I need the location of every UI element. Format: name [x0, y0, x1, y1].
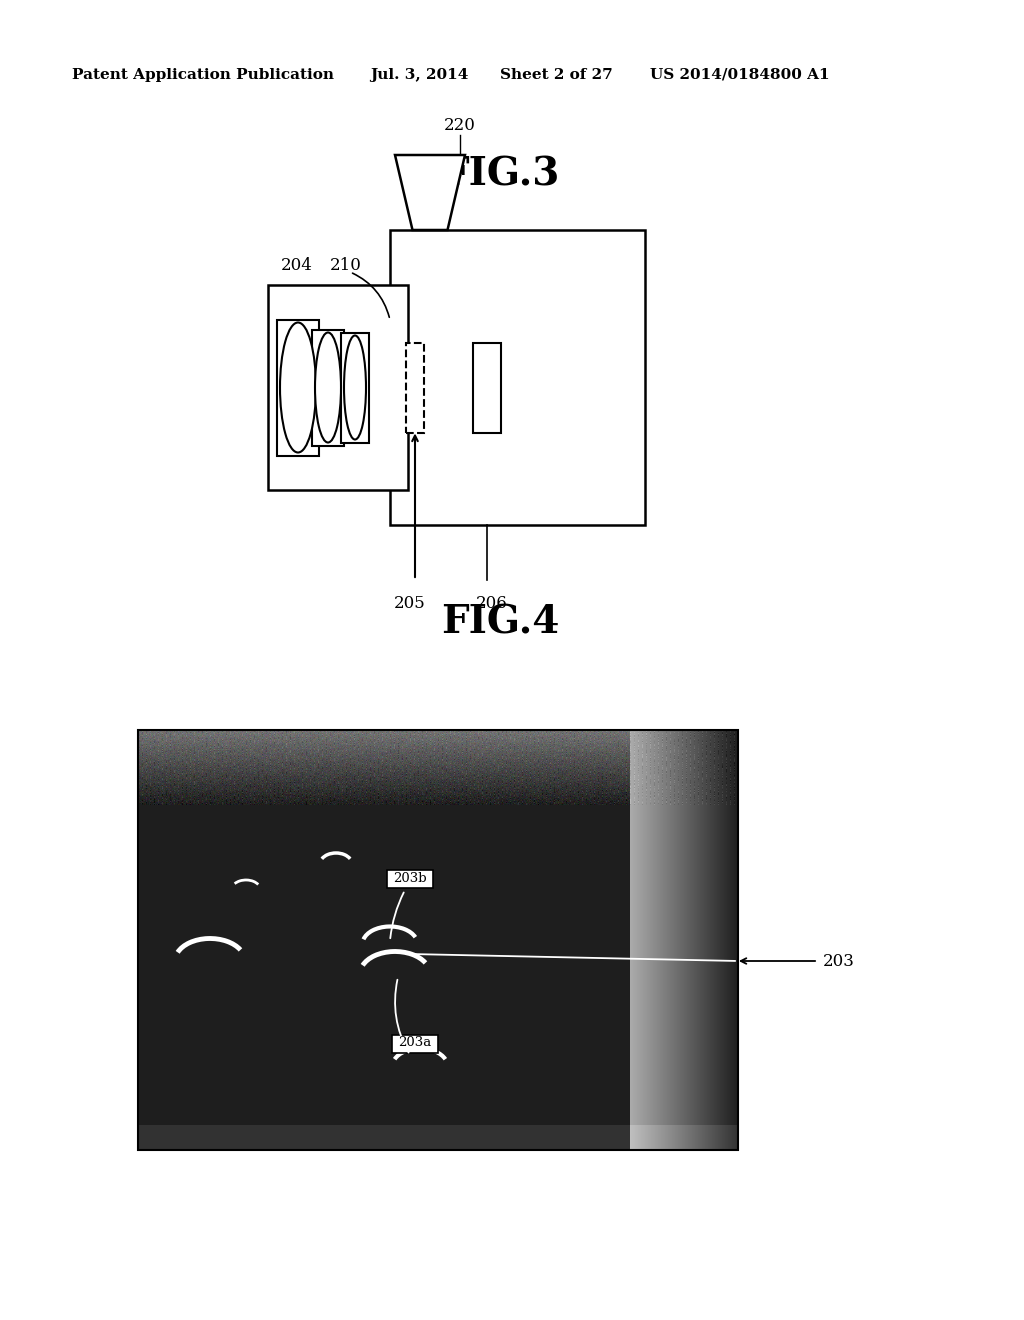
Text: 203: 203 — [823, 953, 855, 969]
Ellipse shape — [280, 322, 316, 453]
Polygon shape — [395, 154, 465, 230]
Ellipse shape — [344, 335, 366, 440]
Text: Patent Application Publication: Patent Application Publication — [72, 69, 334, 82]
Bar — [341, 333, 369, 442]
Bar — [268, 285, 408, 490]
Text: 203b: 203b — [393, 871, 427, 884]
Bar — [392, 1035, 438, 1053]
Text: FIG.3: FIG.3 — [440, 156, 559, 194]
Bar — [138, 730, 738, 1150]
Bar — [387, 870, 433, 888]
Text: FIG.4: FIG.4 — [440, 603, 559, 642]
Text: Jul. 3, 2014: Jul. 3, 2014 — [370, 69, 468, 82]
Text: 204: 204 — [282, 256, 313, 273]
Ellipse shape — [315, 333, 341, 442]
Bar — [390, 230, 645, 525]
Bar — [473, 342, 501, 433]
Text: 205: 205 — [394, 594, 426, 611]
Text: 206: 206 — [476, 594, 508, 611]
Text: 203a: 203a — [398, 1036, 432, 1049]
Text: US 2014/0184800 A1: US 2014/0184800 A1 — [650, 69, 829, 82]
Text: 220: 220 — [444, 116, 476, 133]
Bar — [278, 319, 319, 455]
Text: Sheet 2 of 27: Sheet 2 of 27 — [500, 69, 612, 82]
Bar — [312, 330, 344, 446]
Bar — [406, 342, 424, 433]
Text: 210: 210 — [330, 256, 361, 273]
